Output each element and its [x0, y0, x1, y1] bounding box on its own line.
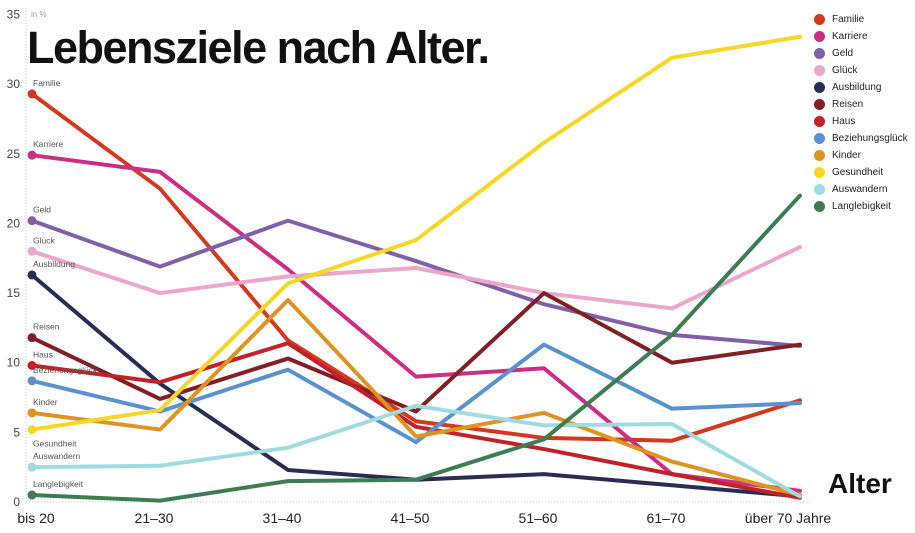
gesundheit-start-dot	[27, 425, 37, 435]
legend-label-langlebigkeit: Langlebigkeit	[832, 201, 891, 212]
legend-swatch-gluck	[814, 65, 825, 76]
x-tick-label: 51–60	[519, 510, 558, 526]
x-tick-label: bis 20	[17, 510, 55, 526]
legend-label-karriere: Karriere	[832, 31, 868, 42]
x-tick-label: 41–50	[391, 510, 430, 526]
legend-swatch-gesundheit	[814, 167, 825, 178]
legend: Familie Karriere Geld Glück Ausbildung Reisen…	[814, 11, 908, 215]
y-tick-label: 0	[13, 495, 20, 509]
langlebigkeit-start-dot	[27, 490, 37, 500]
legend-item-haus: Haus	[814, 113, 908, 130]
legend-item-ausbildung: Ausbildung	[814, 79, 908, 96]
geld-start-dot	[27, 216, 37, 226]
y-axis-unit-label: in %	[31, 10, 47, 19]
karriere-start-dot	[27, 150, 37, 160]
langlebigkeit-series-label: Langlebigkeit	[33, 479, 84, 489]
gluck-series-label: Glück	[33, 235, 55, 245]
x-axis-title: Alter	[828, 468, 892, 499]
legend-swatch-ausbildung	[814, 82, 825, 93]
geld-series-label: Geld	[33, 205, 51, 215]
legend-label-ausbildung: Ausbildung	[832, 82, 882, 93]
gluck-line	[30, 245, 802, 311]
legend-label-reisen: Reisen	[832, 99, 864, 110]
reisen-series-label: Reisen	[33, 322, 60, 332]
reisen-start-dot	[27, 333, 37, 343]
legend-label-auswandern: Auswandern	[832, 184, 888, 195]
legend-label-geld: Geld	[832, 48, 854, 59]
legend-swatch-langlebigkeit	[814, 201, 825, 212]
legend-swatch-familie	[814, 14, 825, 25]
legend-label-gesundheit: Gesundheit	[832, 167, 884, 178]
y-tick-label: 30	[7, 77, 21, 91]
legend-swatch-geld	[814, 48, 825, 59]
legend-item-karriere: Karriere	[814, 28, 908, 45]
legend-label-gluck: Glück	[832, 65, 858, 76]
kinder-start-dot	[27, 408, 37, 418]
reisen-line	[30, 291, 802, 414]
gesundheit-series-label: Gesundheit	[33, 439, 77, 449]
legend-item-kinder: Kinder	[814, 147, 908, 164]
ausbildung-start-dot	[27, 270, 37, 280]
legend-item-gluck: Glück	[814, 62, 908, 79]
beziehungsgluck-start-dot	[27, 376, 37, 386]
haus-line	[30, 341, 802, 500]
legend-swatch-reisen	[814, 99, 825, 110]
haus-series-label: Haus	[33, 350, 53, 360]
y-tick-label: 25	[7, 147, 21, 161]
kinder-series-label: Kinder	[33, 397, 58, 407]
gluck-start-dot	[27, 246, 37, 256]
legend-swatch-beziehungsgluck	[814, 133, 825, 144]
legend-swatch-auswandern	[814, 184, 825, 195]
legend-item-geld: Geld	[814, 45, 908, 62]
legend-label-familie: Familie	[832, 14, 865, 25]
legend-item-beziehungsgluck: Beziehungsglück	[814, 130, 908, 147]
familie-line	[30, 91, 802, 443]
legend-item-gesundheit: Gesundheit	[814, 164, 908, 181]
legend-item-auswandern: Auswandern	[814, 181, 908, 198]
beziehungsgluck-series-label: Beziehungsglück	[33, 365, 98, 375]
y-tick-label: 15	[7, 286, 21, 300]
x-tick-label: 31–40	[263, 510, 302, 526]
y-tick-label: 5	[13, 425, 20, 439]
y-tick-label: 35	[7, 8, 21, 22]
x-tick-label: 21–30	[135, 510, 174, 526]
langlebigkeit-line	[30, 193, 802, 503]
x-tick-label: über 70 Jahre	[745, 510, 832, 526]
auswandern-start-dot	[27, 462, 37, 472]
x-tick-label: 61–70	[647, 510, 686, 526]
kinder-line	[30, 298, 802, 498]
legend-item-reisen: Reisen	[814, 96, 908, 113]
auswandern-line	[30, 403, 802, 499]
familie-start-dot	[27, 89, 37, 99]
y-tick-label: 10	[7, 356, 21, 370]
familie-series-label: Familie	[33, 78, 61, 88]
ausbildung-series-label: Ausbildung	[33, 259, 75, 269]
legend-label-kinder: Kinder	[832, 150, 861, 161]
y-tick-label: 20	[7, 216, 21, 230]
gesundheit-line	[30, 34, 802, 432]
legend-label-beziehungsgluck: Beziehungsglück	[832, 133, 908, 144]
legend-item-familie: Familie	[814, 11, 908, 28]
haus-start-dot	[27, 361, 37, 370]
legend-swatch-kinder	[814, 150, 825, 161]
page-title: Lebensziele nach Alter.	[27, 22, 490, 73]
legend-item-langlebigkeit: Langlebigkeit	[814, 198, 908, 215]
legend-swatch-karriere	[814, 31, 825, 42]
auswandern-series-label: Auswandern	[33, 451, 81, 461]
karriere-series-label: Karriere	[33, 139, 64, 149]
legend-swatch-haus	[814, 116, 825, 127]
legend-label-haus: Haus	[832, 116, 856, 127]
